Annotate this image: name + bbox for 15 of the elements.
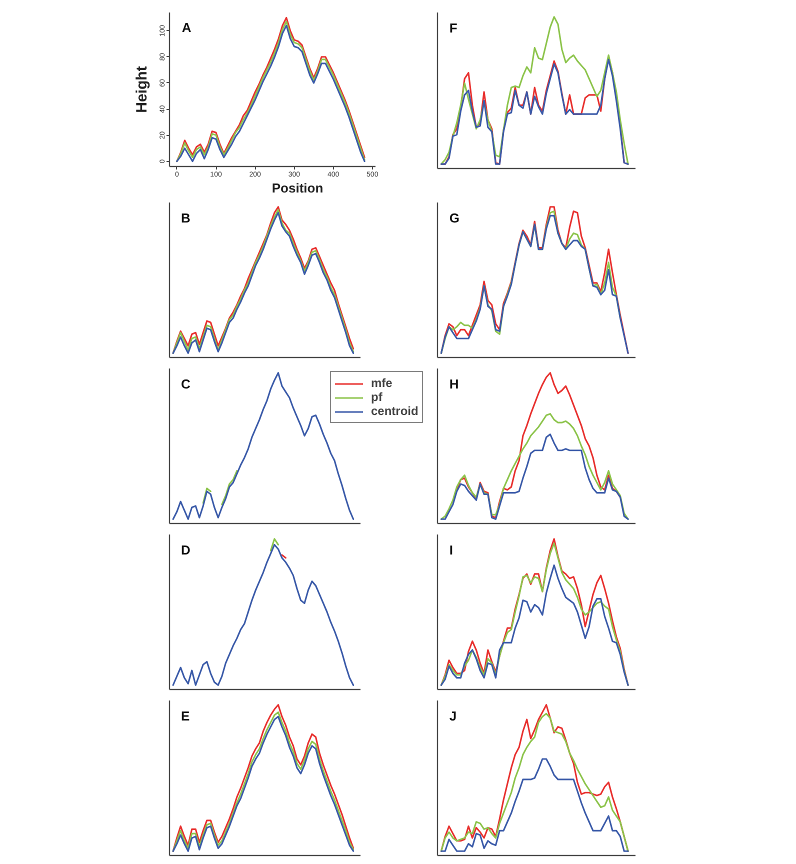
chart-title: D (180, 542, 190, 558)
chart-title: J (449, 708, 457, 724)
chart-title: I (449, 542, 454, 558)
legend-label: pf (371, 390, 384, 404)
legend-label: mfe (371, 376, 392, 390)
chart-title: E (180, 708, 190, 724)
chart-title: C (180, 376, 191, 392)
chart-title: G (449, 210, 460, 226)
legend-label: centroid (371, 404, 418, 418)
chart-title: H (449, 376, 459, 392)
x-axis-title: Position (272, 180, 324, 196)
chart-title: B (180, 210, 190, 226)
chart-title: F (449, 20, 458, 36)
text: A (182, 20, 192, 36)
y-axis-title: Height (134, 66, 150, 113)
